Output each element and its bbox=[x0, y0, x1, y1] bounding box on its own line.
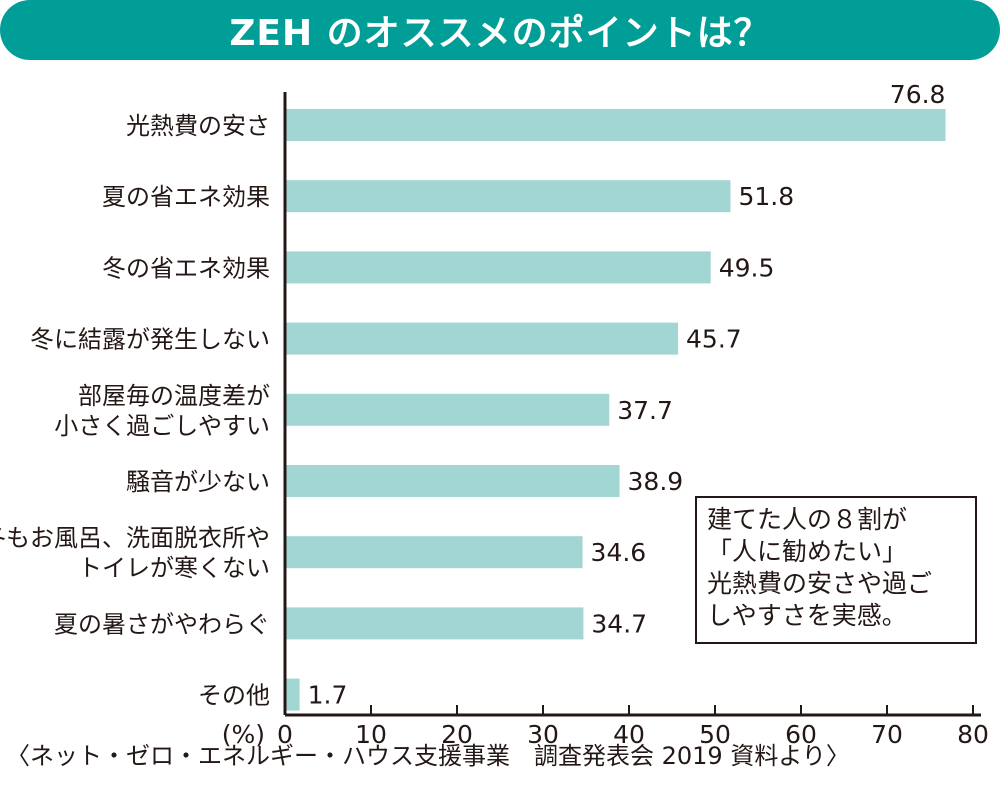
note-box: 建てた人の８割が 「人に勧めたい」 光熱費の安さや過ご しやすさを実感。 bbox=[695, 496, 977, 644]
bar bbox=[285, 393, 610, 426]
axis-layer: 0 10 20 30 40 50 60 70 80 (%) bbox=[222, 92, 989, 749]
bar bbox=[285, 465, 620, 497]
bar bbox=[285, 607, 584, 640]
value-label: 34.7 bbox=[591, 609, 647, 638]
x-tick-label: 10 bbox=[355, 720, 387, 749]
x-tick-label: 50 bbox=[699, 720, 731, 749]
note-line: 建てた人の８割が bbox=[707, 505, 908, 534]
x-tick-label: 30 bbox=[527, 720, 559, 749]
x-axis-unit-label: (%) bbox=[222, 720, 265, 749]
category-label: トイレが寒くない bbox=[78, 554, 270, 582]
bar bbox=[285, 536, 583, 569]
category-label: 部屋毎の温度差が bbox=[78, 382, 270, 410]
value-label: 51.8 bbox=[738, 182, 794, 211]
bar bbox=[285, 322, 679, 355]
value-label: 49.5 bbox=[719, 253, 775, 282]
category-label: その他 bbox=[198, 682, 270, 710]
category-label: 騒音が少ない bbox=[126, 468, 270, 496]
x-tick-label: 80 bbox=[957, 720, 989, 749]
bar bbox=[285, 180, 731, 213]
note-line: 「人に勧めたい」 bbox=[707, 537, 908, 566]
value-label: 37.7 bbox=[617, 396, 673, 425]
category-label: 冬の省エネ効果 bbox=[102, 254, 270, 282]
x-tick-label: 20 bbox=[441, 720, 473, 749]
x-tick-label: 40 bbox=[613, 720, 645, 749]
value-label: 1.7 bbox=[308, 681, 348, 710]
category-label: 小さく過ごしやすい bbox=[54, 412, 270, 440]
x-tick-label: 60 bbox=[785, 720, 817, 749]
value-label: 76.8 bbox=[890, 80, 946, 109]
category-label: 冬に結露が発生しない bbox=[30, 326, 270, 354]
title-banner: ZEH のオススメのポイントは？ bbox=[0, 0, 1000, 60]
category-label: 光熱費の安さ bbox=[126, 112, 270, 140]
source-caption: 〈ネット・ゼロ・エネルギー・ハウス支援事業 調査発表会 2019 資料より〉 bbox=[6, 742, 850, 770]
category-label: 夏の暑さがやわらぐ bbox=[54, 610, 270, 638]
x-tick-label: 0 bbox=[277, 720, 293, 749]
value-label: 45.7 bbox=[686, 325, 742, 354]
bar bbox=[285, 109, 946, 141]
category-label: 夏の省エネ効果 bbox=[102, 183, 270, 211]
value-label: 34.6 bbox=[591, 538, 647, 567]
x-tick-label: 70 bbox=[871, 720, 903, 749]
note-line: しやすさを実感。 bbox=[707, 601, 907, 630]
bar bbox=[285, 678, 300, 711]
bar bbox=[285, 251, 711, 284]
labels-layer: 76.8 光熱費の安さ 51.8 夏の省エネ効果 49.5 冬の省エネ効果 45.7 冬に結露… bbox=[0, 80, 945, 710]
chart-title: ZEH のオススメのポイントは？ bbox=[229, 13, 771, 54]
value-label: 38.9 bbox=[628, 467, 684, 496]
category-label: 冬もお風呂、洗面脱衣所や bbox=[0, 524, 270, 552]
bars-layer bbox=[285, 109, 946, 711]
note-line: 光熱費の安さや過ご bbox=[707, 569, 933, 598]
